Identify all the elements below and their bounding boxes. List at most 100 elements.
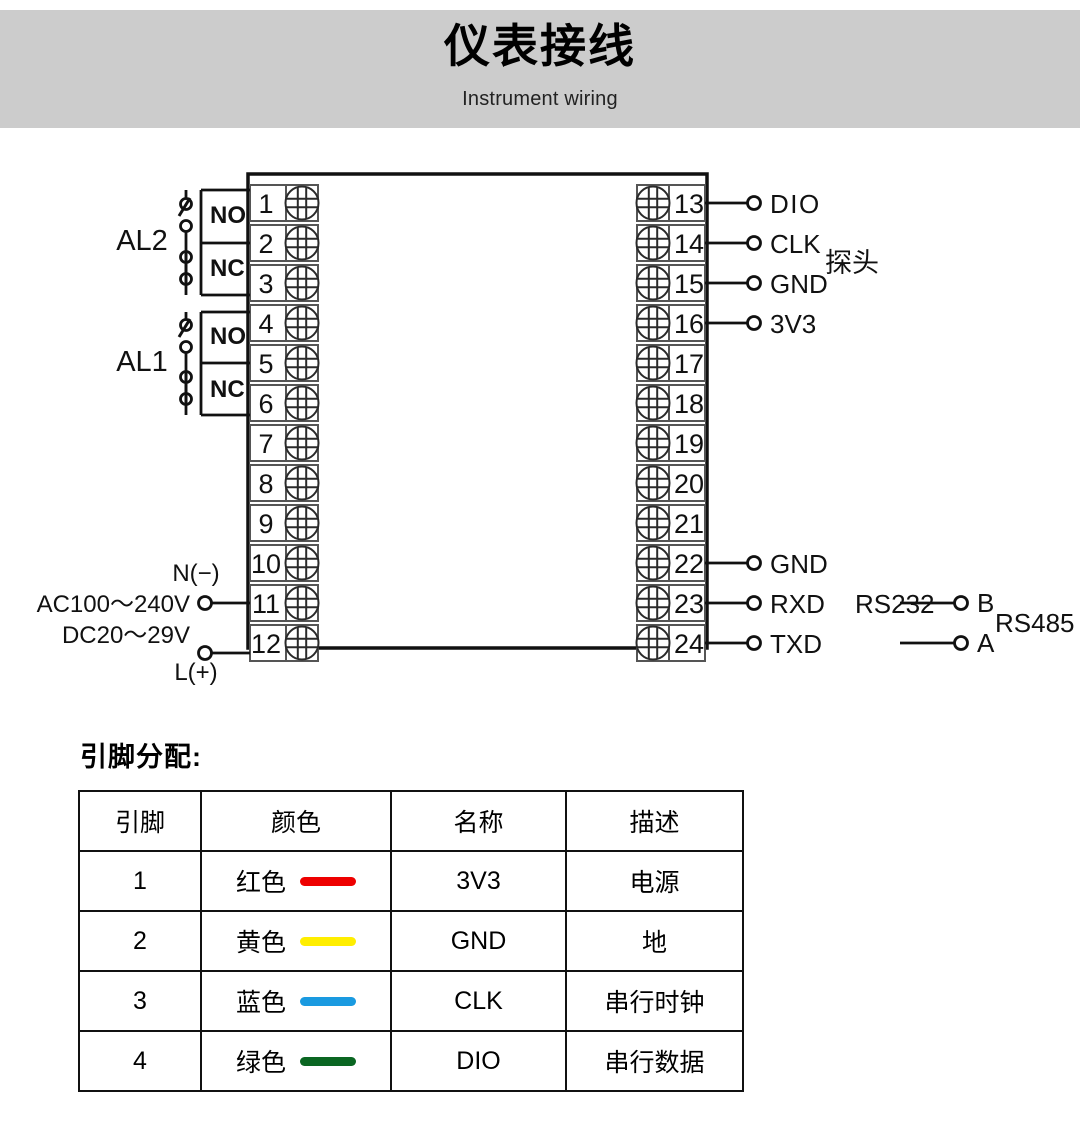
svg-text:19: 19 xyxy=(674,429,704,459)
page-title: 仪表接线 xyxy=(444,20,636,72)
svg-text:4: 4 xyxy=(258,309,273,339)
terminal-18: 18 xyxy=(635,384,706,422)
table-row: 2 黄色 GND 地 xyxy=(78,910,744,972)
relay-al1-no-label: NO xyxy=(210,323,246,350)
power-ac-label: AC100～240V xyxy=(37,591,190,618)
cell-desc: 串行数据 xyxy=(565,1030,744,1092)
color-swatch-icon xyxy=(300,996,356,1006)
left-terminal-block: 1 2 3 4 xyxy=(249,184,320,662)
rs485-lines xyxy=(900,595,969,651)
terminal-2: 2 xyxy=(249,224,320,262)
probe-signal-lines xyxy=(705,195,762,331)
terminal-17: 17 xyxy=(635,344,706,382)
svg-text:16: 16 xyxy=(674,309,704,339)
cell-pin: 2 xyxy=(78,910,202,972)
color-name: 蓝色 xyxy=(235,989,286,1017)
svg-text:20: 20 xyxy=(674,469,704,499)
svg-text:21: 21 xyxy=(674,509,704,539)
cell-name: CLK xyxy=(390,970,567,1032)
color-name: 绿色 xyxy=(235,1049,286,1077)
svg-text:1: 1 xyxy=(258,189,273,219)
power-dc-label: DC20～29V xyxy=(62,622,190,649)
signal-label-gnd-22: GND xyxy=(770,549,828,579)
cell-color: 绿色 xyxy=(200,1030,392,1092)
serial-signal-lines xyxy=(705,555,762,651)
svg-text:22: 22 xyxy=(674,549,704,579)
cell-pin: 4 xyxy=(78,1030,202,1092)
power-neutral-label: N(−) xyxy=(172,560,219,587)
svg-text:24: 24 xyxy=(674,629,704,659)
cell-pin: 1 xyxy=(78,850,202,912)
col-header-desc: 描述 xyxy=(565,790,744,852)
color-name: 红色 xyxy=(235,869,286,897)
table-row: 3 蓝色 CLK 串行时钟 xyxy=(78,970,744,1032)
cell-pin: 3 xyxy=(78,970,202,1032)
svg-text:2: 2 xyxy=(258,229,273,259)
relay-al2-name: AL2 xyxy=(116,225,168,257)
terminal-21: 21 xyxy=(635,504,706,542)
cell-desc: 地 xyxy=(565,910,744,972)
svg-text:11: 11 xyxy=(252,589,280,619)
cell-name: DIO xyxy=(390,1030,567,1092)
power-live-label: L(+) xyxy=(174,659,217,686)
power-input xyxy=(197,595,250,661)
relay-al2-no-label: NO xyxy=(210,202,246,229)
terminal-1: 1 xyxy=(249,184,320,222)
signal-label-rxd: RXD xyxy=(770,589,825,619)
right-terminal-block: 13 14 15 16 xyxy=(635,184,706,662)
svg-text:7: 7 xyxy=(258,429,273,459)
terminal-15: 15 xyxy=(635,264,706,302)
terminal-6: 6 xyxy=(249,384,320,422)
header-band xyxy=(0,10,1080,128)
terminal-22: 22 xyxy=(635,544,706,582)
relay-al1 xyxy=(177,310,250,417)
signal-label-txd: TXD xyxy=(770,629,822,659)
terminal-12: 12 xyxy=(249,624,320,662)
relay-al1-nc-label: NC xyxy=(210,376,245,403)
color-swatch-icon xyxy=(300,1056,356,1066)
terminal-9: 9 xyxy=(249,504,320,542)
table-row: 1 红色 3V3 电源 xyxy=(78,850,744,912)
probe-group-label: 探头 xyxy=(825,248,879,278)
cell-color: 黄色 xyxy=(200,910,392,972)
cell-name: 3V3 xyxy=(390,850,567,912)
terminal-8: 8 xyxy=(249,464,320,502)
cell-desc: 电源 xyxy=(565,850,744,912)
cell-color: 红色 xyxy=(200,850,392,912)
cell-color: 蓝色 xyxy=(200,970,392,1032)
terminal-14: 14 xyxy=(635,224,706,262)
terminal-13: 13 xyxy=(635,184,706,222)
terminal-4: 4 xyxy=(249,304,320,342)
rs485-a-label: A xyxy=(977,628,995,658)
col-header-pin: 引脚 xyxy=(78,790,202,852)
wiring-diagram: 1 2 3 4 xyxy=(0,140,1080,700)
cell-desc: 串行时钟 xyxy=(565,970,744,1032)
terminal-11: 11 xyxy=(249,584,320,622)
pin-assignment-table: 引脚 颜色 名称 描述 1 红色 3V3 电源 2 黄色 xyxy=(78,790,744,1092)
svg-text:12: 12 xyxy=(251,629,281,659)
svg-text:9: 9 xyxy=(258,509,273,539)
terminal-23: 23 xyxy=(635,584,706,622)
signal-label-dio: DIO xyxy=(770,189,821,219)
relay-al2 xyxy=(177,188,250,297)
page-subtitle: Instrument wiring xyxy=(462,88,618,110)
rs485-b-label: B xyxy=(977,588,994,618)
instrument-body xyxy=(246,172,709,650)
svg-text:8: 8 xyxy=(258,469,273,499)
relay-al2-nc-label: NC xyxy=(210,255,245,282)
signal-label-3v3: 3V3 xyxy=(770,309,816,339)
cell-name: GND xyxy=(390,910,567,972)
terminal-7: 7 xyxy=(249,424,320,462)
terminal-5: 5 xyxy=(249,344,320,382)
color-swatch-icon xyxy=(300,936,356,946)
terminal-20: 20 xyxy=(635,464,706,502)
terminal-19: 19 xyxy=(635,424,706,462)
svg-text:10: 10 xyxy=(251,549,281,579)
terminal-24: 24 xyxy=(635,624,706,662)
table-row: 4 绿色 DIO 串行数据 xyxy=(78,1030,744,1092)
terminal-3: 3 xyxy=(249,264,320,302)
svg-text:15: 15 xyxy=(674,269,704,299)
pin-table-title: 引脚分配: xyxy=(80,742,202,772)
svg-text:14: 14 xyxy=(674,229,704,259)
terminal-10: 10 xyxy=(249,544,320,582)
